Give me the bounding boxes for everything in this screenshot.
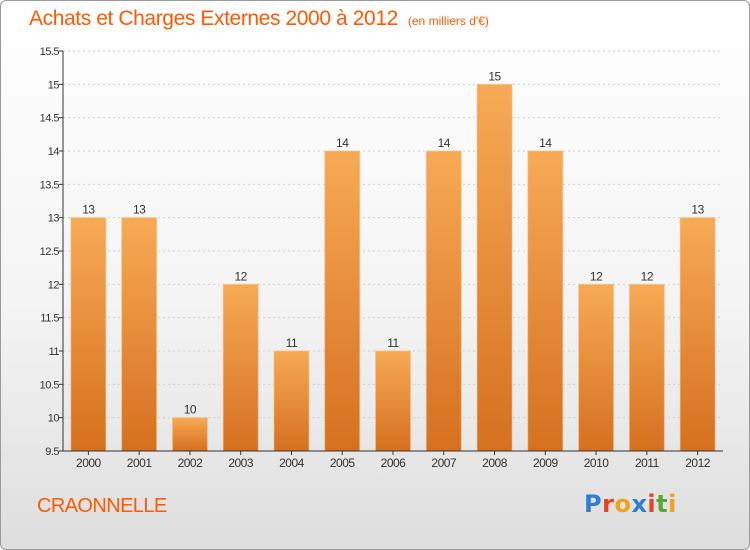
y-tick-label: 14.5 — [40, 113, 60, 125]
data-label: 14 — [539, 136, 552, 150]
data-label: 14 — [336, 136, 349, 150]
data-label: 11 — [387, 336, 399, 350]
logo-letter: x — [631, 490, 648, 518]
data-label: 12 — [590, 269, 603, 283]
commune-name: CRAONNELLE — [37, 495, 167, 517]
data-label: 13 — [133, 203, 146, 217]
y-tick-label: 9.5 — [45, 446, 59, 458]
x-tick-label: 2007 — [431, 456, 457, 470]
logo-letter: t — [656, 490, 669, 518]
x-tick-label: 2010 — [584, 456, 610, 470]
y-tick-label: 15 — [48, 79, 60, 91]
bar-2008 — [477, 84, 513, 451]
x-tick-label: 2000 — [76, 456, 102, 470]
proxiti-logo[interactable]: Proxiti — [584, 490, 677, 518]
logo-letter: P — [584, 490, 603, 518]
x-tick-label: 2003 — [228, 456, 254, 470]
x-tick-label: 2008 — [482, 456, 508, 470]
x-tick-label: 2002 — [178, 456, 204, 470]
y-tick-label: 10.5 — [40, 379, 60, 391]
chart-title: Achats et Charges Externes 2000 à 2012 (e… — [29, 7, 489, 31]
x-tick-label: 2012 — [685, 456, 711, 470]
bar-2009 — [527, 151, 563, 451]
bar-2005 — [324, 151, 360, 451]
x-tick-label: 2004 — [279, 456, 305, 470]
bar-2000 — [70, 217, 106, 451]
logo-letter: i — [647, 490, 657, 518]
logo-letter: i — [668, 490, 677, 518]
data-label: 14 — [438, 136, 451, 150]
logo-letter: r — [602, 490, 615, 518]
x-tick-label: 2001 — [127, 456, 153, 470]
data-label: 13 — [82, 203, 95, 217]
x-tick-label: 2005 — [330, 456, 356, 470]
data-label: 15 — [488, 69, 501, 83]
y-tick-label: 13.5 — [40, 179, 60, 191]
data-label: 13 — [691, 203, 704, 217]
title-text: Achats et Charges Externes 2000 à 2012 — [29, 7, 398, 30]
x-tick-label: 2009 — [533, 456, 559, 470]
y-tick-label: 11.5 — [40, 313, 59, 325]
bar-2004 — [273, 351, 309, 451]
bar-2006 — [375, 351, 411, 451]
data-label: 12 — [641, 269, 654, 283]
bar-2011 — [629, 284, 665, 451]
y-tick-label: 15.5 — [40, 46, 60, 58]
y-tick-label: 12 — [48, 279, 60, 291]
data-label: 11 — [286, 336, 298, 350]
bar-2003 — [223, 284, 259, 451]
x-tick-label: 2011 — [635, 456, 660, 470]
y-tick-label: 14 — [48, 146, 60, 158]
bar-2001 — [121, 217, 157, 451]
data-label: 12 — [235, 269, 248, 283]
bar-2010 — [578, 284, 614, 451]
logo-letter: o — [614, 490, 632, 518]
x-tick-label: 2006 — [381, 456, 407, 470]
title-unit: (en milliers d'€) — [407, 14, 489, 28]
bar-2012 — [680, 217, 716, 451]
data-label: 10 — [184, 403, 197, 417]
bar-2007 — [426, 151, 462, 451]
y-tick-label: 13 — [48, 213, 60, 225]
y-tick-label: 10 — [48, 413, 60, 425]
bar-2002 — [172, 417, 208, 451]
y-tick-label: 11 — [49, 346, 60, 358]
y-tick-label: 12.5 — [40, 246, 60, 258]
